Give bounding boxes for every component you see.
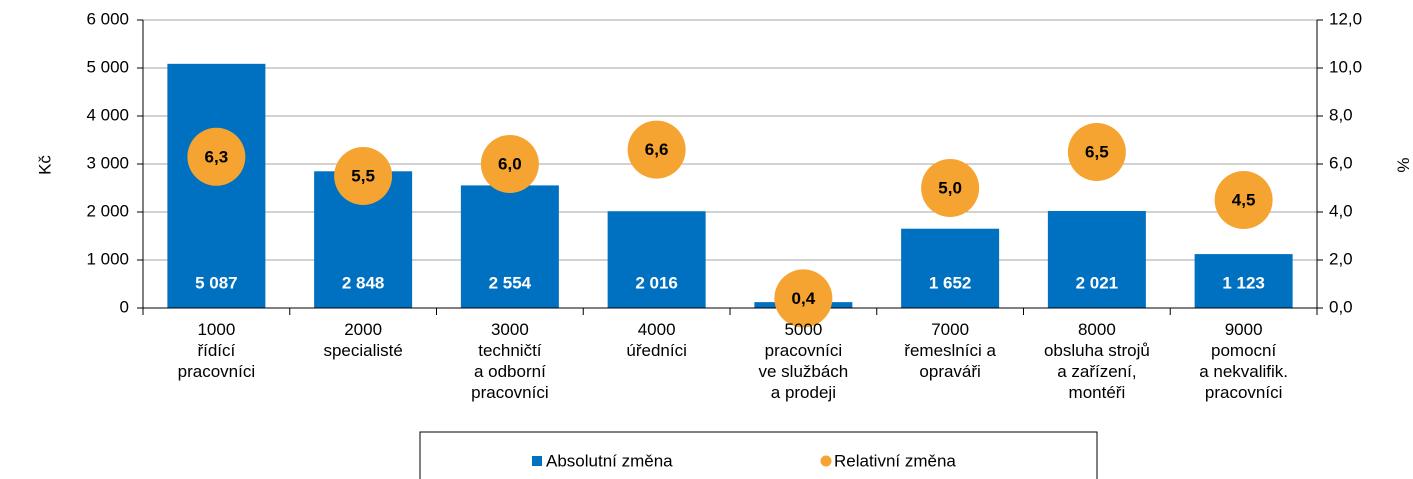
dot (627, 120, 686, 179)
x-tick-label-line: specialisté (323, 341, 402, 360)
y2-tick-label: 10,0 (1329, 57, 1362, 76)
dot-value-label: 5,0 (938, 178, 962, 197)
bar (1194, 254, 1293, 308)
x-tick-label-line: 2000 (344, 320, 382, 339)
dot (187, 127, 246, 186)
dot (1214, 171, 1273, 229)
legend-box (419, 431, 1098, 479)
dot (1067, 123, 1126, 181)
dot (480, 135, 539, 193)
bar-value-label: 1 652 (929, 273, 972, 292)
y-tick-label: 1 000 (86, 249, 129, 268)
x-tick-label-line: 7000 (931, 320, 969, 339)
y2-tick-label: 12,0 (1329, 9, 1362, 28)
x-tick-label: 4000 úředníci (626, 320, 686, 360)
legend-label: Absolutní změna (546, 451, 673, 470)
x-tick-label-line: řemeslníci a (904, 341, 996, 360)
x-tick-label: 1000 řídící pracovníci (178, 320, 255, 381)
y-tick-label: 6 000 (86, 9, 129, 28)
x-tick-label: 3000 techničtí a odborní pracovníci (471, 320, 548, 402)
y2-tick-label: 6,0 (1329, 153, 1353, 172)
x-tick-label-line: a nekvalifik. (1199, 362, 1288, 381)
bar (460, 185, 559, 308)
x-tick-label-line: pracovníci (1205, 383, 1282, 402)
x-tick-label-line: opraváři (919, 362, 980, 381)
y-tick-label: 2 000 (86, 201, 129, 220)
dot-value-label: 6,0 (498, 154, 522, 173)
bar-value-label: 2 554 (489, 273, 532, 292)
bar (167, 63, 266, 308)
y2-axis-label: % (1394, 157, 1413, 172)
dot-value-label: 4,5 (1232, 190, 1256, 209)
x-tick-label-line: a zařízení, (1057, 362, 1136, 381)
dot-value-label: 6,3 (205, 147, 229, 166)
bar-value-label: 2 016 (635, 273, 678, 292)
x-tick-label: 5000 pracovníci ve službách a prodeji (758, 320, 848, 402)
x-tick-label: 7000 řemeslníci a opraváři (904, 320, 996, 381)
bar-value-label: 5 087 (195, 273, 238, 292)
x-tick-label-line: pracovníci (471, 383, 548, 402)
x-tick-label-line: řídící (197, 341, 235, 360)
legend-swatch (532, 456, 542, 466)
dot-value-label: 6,5 (1085, 142, 1109, 161)
x-tick-label: 9000 pomocní a nekvalifik. pracovníci (1199, 320, 1288, 402)
legend-swatch (820, 455, 832, 467)
x-tick-label-line: 1000 (197, 320, 235, 339)
bar-value-label: 2 848 (342, 273, 385, 292)
x-tick-label-line: techničtí (478, 341, 542, 360)
x-tick-label: 2000 specialisté (323, 320, 402, 360)
y-axis-label: Kč (35, 155, 54, 175)
x-tick-label-line: montéři (1069, 383, 1126, 402)
x-tick-label-line: 3000 (491, 320, 529, 339)
y2-tick-label: 4,0 (1329, 201, 1353, 220)
y2-tick-label: 8,0 (1329, 105, 1353, 124)
x-tick-label-line: ve službách (758, 362, 848, 381)
y-tick-label: 5 000 (86, 57, 129, 76)
x-tick-label-line: 9000 (1225, 320, 1263, 339)
legend-label: Relativní změna (834, 451, 956, 470)
dot-value-label: 6,6 (645, 140, 669, 159)
x-tick-label-line: obsluha strojů (1044, 341, 1150, 360)
x-tick-label-line: a odborní (474, 362, 546, 381)
bar (901, 228, 1000, 308)
y-tick-label: 4 000 (86, 105, 129, 124)
bar (1047, 210, 1146, 308)
y2-tick-label: 2,0 (1329, 249, 1353, 268)
y-tick-label: 0 (120, 297, 129, 316)
x-tick-label-line: pracovníci (178, 362, 255, 381)
x-tick-label-line: a prodeji (771, 383, 836, 402)
x-tick-label-line: pomocní (1211, 341, 1276, 360)
bar-value-label: 2 021 (1076, 273, 1119, 292)
bar-value-label: 1 123 (1222, 273, 1265, 292)
x-tick-label-line: úředníci (626, 341, 686, 360)
x-tick-label-line: 5000 (784, 320, 822, 339)
dot (921, 159, 980, 217)
dot-value-label: 0,4 (792, 289, 816, 308)
bar (607, 211, 706, 308)
dot-value-label: 5,5 (351, 166, 375, 185)
dot (334, 147, 393, 205)
y-tick-label: 3 000 (86, 153, 129, 172)
x-tick-label-line: 4000 (638, 320, 676, 339)
y2-tick-label: 0,0 (1329, 297, 1353, 316)
x-tick-label-line: pracovníci (765, 341, 842, 360)
x-tick-label: 8000 obsluha strojů a zařízení, montéři (1044, 320, 1150, 402)
dot (774, 269, 833, 328)
x-tick-label-line: 8000 (1078, 320, 1116, 339)
